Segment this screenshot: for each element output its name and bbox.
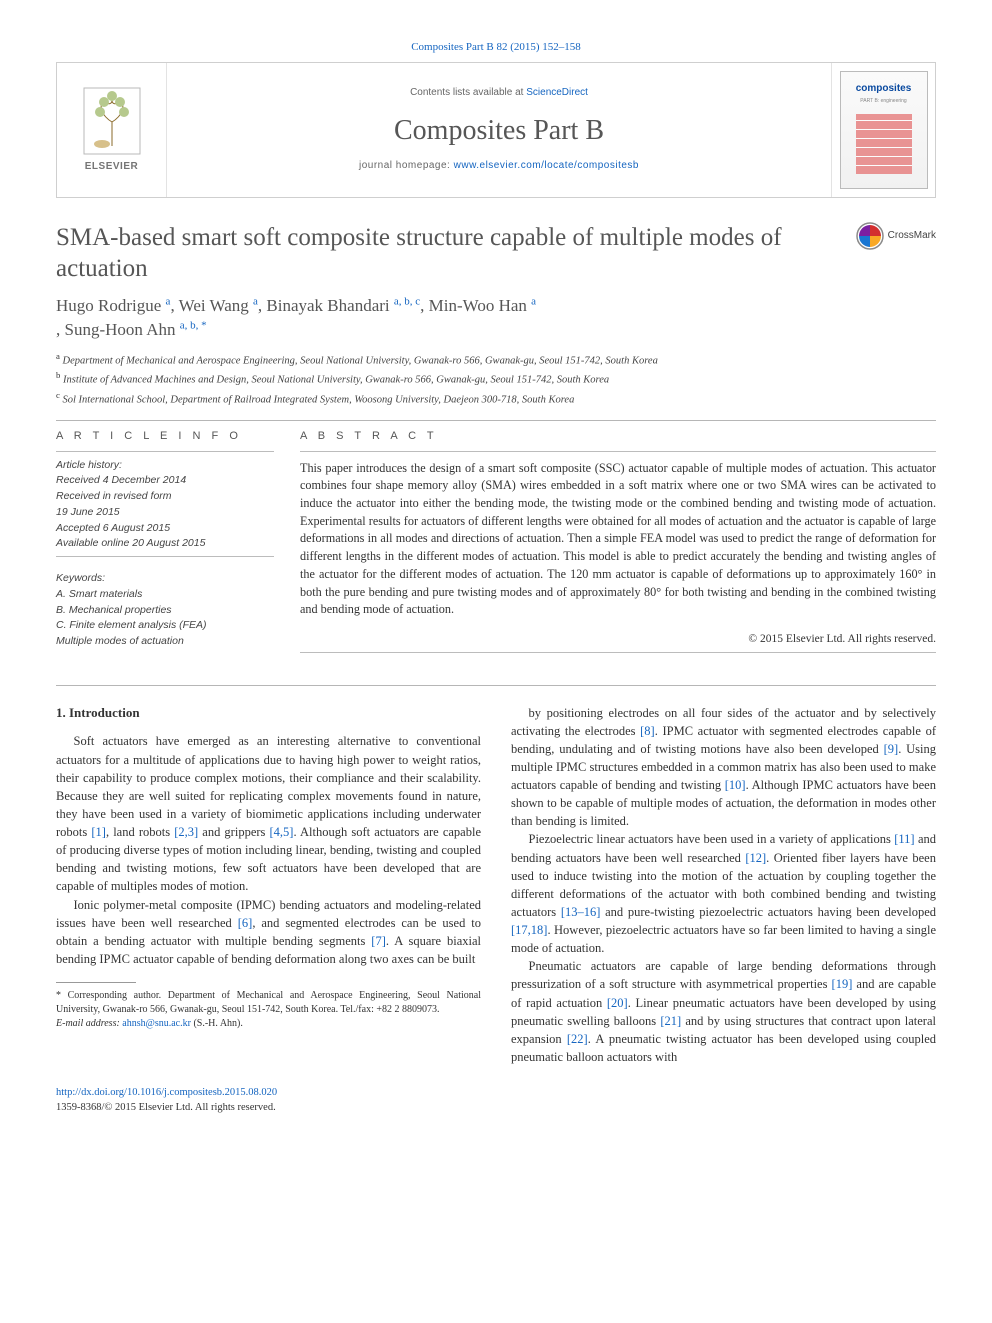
citation-ref[interactable]: [19]	[832, 977, 853, 991]
footnote-text: * Corresponding author. Department of Me…	[56, 989, 481, 1017]
keywords-label: Keywords:	[56, 571, 274, 587]
elsevier-tree-icon	[82, 86, 142, 156]
sciencedirect-link[interactable]: ScienceDirect	[526, 87, 588, 98]
citation-ref[interactable]: [20]	[607, 996, 628, 1010]
body-paragraph: Piezoelectric linear actuators have been…	[511, 830, 936, 957]
cover-title: composites	[856, 82, 912, 97]
author: , Wei Wang	[170, 296, 253, 315]
publisher-logo: ELSEVIER	[57, 63, 167, 197]
body-paragraph: Pneumatic actuators are capable of large…	[511, 957, 936, 1066]
cover-graphic	[856, 114, 912, 174]
citation-ref[interactable]: [4,5]	[270, 825, 294, 839]
article-body: 1. Introduction Soft actuators have emer…	[56, 704, 936, 1067]
running-header-link[interactable]: Composites Part B 82 (2015) 152–158	[411, 41, 581, 53]
divider	[56, 685, 936, 686]
keyword: A. Smart materials	[56, 587, 274, 603]
body-paragraph: Soft actuators have emerged as an intere…	[56, 732, 481, 895]
homepage-url-link[interactable]: www.elsevier.com/locate/compositesb	[454, 160, 639, 171]
history-revised-label: Received in revised form	[56, 489, 274, 505]
citation-ref[interactable]: [7]	[371, 934, 386, 948]
affiliation: a Department of Mechanical and Aerospace…	[56, 350, 936, 369]
crossmark-icon	[856, 222, 884, 250]
journal-cover: composites PART B: engineering	[831, 63, 935, 197]
citation-ref[interactable]: [9]	[884, 742, 899, 756]
author: , Binayak Bhandari	[258, 296, 394, 315]
affiliation: b Institute of Advanced Machines and Des…	[56, 369, 936, 388]
author-affiliation-link[interactable]: a, b, *	[180, 320, 207, 332]
author-affiliation-link[interactable]: a, b, c	[394, 296, 420, 308]
contents-line: Contents lists available at ScienceDirec…	[410, 86, 588, 101]
email-suffix: (S.-H. Ahn).	[193, 1018, 242, 1029]
corresponding-author-footnote: * Corresponding author. Department of Me…	[56, 989, 481, 1031]
abstract-heading: A B S T R A C T	[300, 429, 936, 445]
citation-ref[interactable]: [13–16]	[561, 905, 601, 919]
crossmark-label: CrossMark	[888, 229, 936, 244]
author: Hugo Rodrigue	[56, 296, 166, 315]
running-header: Composites Part B 82 (2015) 152–158	[56, 40, 936, 56]
issn-line: 1359-8368/© 2015 Elsevier Ltd. All right…	[56, 1102, 276, 1113]
author: , Sung-Hoon Ahn	[56, 320, 180, 339]
section-heading: 1. Introduction	[56, 704, 481, 723]
body-paragraph: by positioning electrodes on all four si…	[511, 704, 936, 831]
cover-subtitle: PART B: engineering	[860, 98, 906, 105]
citation-ref[interactable]: [8]	[640, 724, 655, 738]
article-title: SMA-based smart soft composite structure…	[56, 222, 838, 285]
body-paragraph: Ionic polymer-metal composite (IPMC) ben…	[56, 896, 481, 969]
contents-prefix: Contents lists available at	[410, 87, 526, 98]
keyword: Multiple modes of actuation	[56, 634, 274, 650]
citation-ref[interactable]: [17,18]	[511, 923, 547, 937]
abstract-text: This paper introduces the design of a sm…	[300, 460, 936, 619]
divider	[56, 420, 936, 421]
citation-ref[interactable]: [6]	[238, 916, 253, 930]
affiliation: c Sol International School, Department o…	[56, 389, 936, 408]
doi-link[interactable]: http://dx.doi.org/10.1016/j.compositesb.…	[56, 1087, 277, 1098]
keyword: B. Mechanical properties	[56, 603, 274, 619]
citation-ref[interactable]: [10]	[725, 778, 746, 792]
journal-masthead: ELSEVIER Contents lists available at Sci…	[56, 62, 936, 198]
info-heading: A R T I C L E I N F O	[56, 429, 274, 445]
journal-name: Composites Part B	[394, 111, 604, 152]
history-revised-date: 19 June 2015	[56, 505, 274, 521]
homepage-prefix: journal homepage:	[359, 160, 454, 171]
email-label: E-mail address:	[56, 1018, 122, 1029]
body-right-column: by positioning electrodes on all four si…	[511, 704, 936, 1067]
citation-ref[interactable]: [22]	[567, 1032, 588, 1046]
body-left-column: 1. Introduction Soft actuators have emer…	[56, 704, 481, 1067]
author-list: Hugo Rodrigue a, Wei Wang a, Binayak Bha…	[56, 294, 936, 342]
abstract: A B S T R A C T This paper introduces th…	[300, 429, 936, 661]
author: , Min-Woo Han	[420, 296, 531, 315]
publisher-name: ELSEVIER	[85, 160, 138, 175]
footnote-rule	[56, 982, 136, 983]
affiliation-list: a Department of Mechanical and Aerospace…	[56, 350, 936, 408]
history-online: Available online 20 August 2015	[56, 536, 274, 552]
history-accepted: Accepted 6 August 2015	[56, 521, 274, 537]
abstract-copyright: © 2015 Elsevier Ltd. All rights reserved…	[300, 631, 936, 648]
article-info: A R T I C L E I N F O Article history: R…	[56, 429, 274, 661]
citation-ref[interactable]: [12]	[745, 851, 766, 865]
cover-thumbnail: composites PART B: engineering	[840, 71, 928, 189]
citation-ref[interactable]: [11]	[894, 832, 914, 846]
citation-ref[interactable]: [1]	[91, 825, 106, 839]
history-label: Article history:	[56, 458, 274, 474]
citation-ref[interactable]: [21]	[660, 1014, 681, 1028]
history-received: Received 4 December 2014	[56, 473, 274, 489]
citation-ref[interactable]: [2,3]	[174, 825, 198, 839]
doi-block: http://dx.doi.org/10.1016/j.compositesb.…	[56, 1086, 936, 1115]
author-affiliation-link[interactable]: a	[531, 296, 536, 308]
author-email-link[interactable]: ahnsh@snu.ac.kr	[122, 1018, 191, 1029]
crossmark-badge[interactable]: CrossMark	[856, 222, 936, 250]
keyword: C. Finite element analysis (FEA)	[56, 618, 274, 634]
journal-homepage: journal homepage: www.elsevier.com/locat…	[359, 159, 639, 174]
